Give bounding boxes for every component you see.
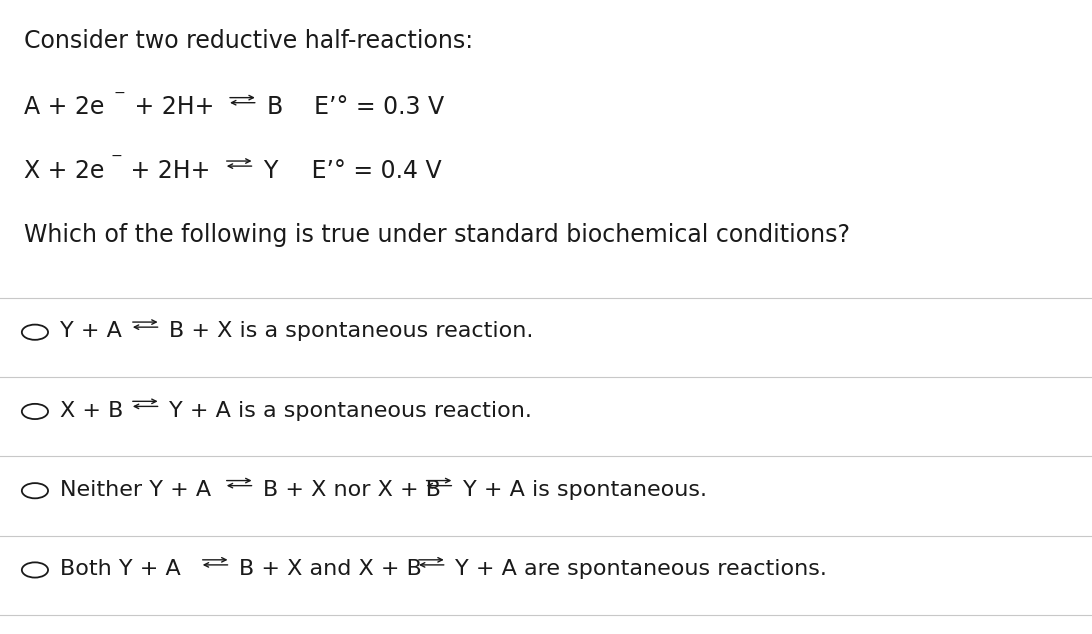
Text: Neither Y + A: Neither Y + A xyxy=(60,480,211,500)
Text: B + X and X + B: B + X and X + B xyxy=(239,559,422,579)
Text: Which of the following is true under standard biochemical conditions?: Which of the following is true under sta… xyxy=(24,223,850,247)
Text: + 2H+: + 2H+ xyxy=(127,95,214,119)
Text: E’° = 0.4 V: E’° = 0.4 V xyxy=(289,158,442,183)
Text: −: − xyxy=(114,86,126,100)
Text: B + X is a spontaneous reaction.: B + X is a spontaneous reaction. xyxy=(169,321,534,341)
Text: −: − xyxy=(110,149,122,163)
Text: E’° = 0.3 V: E’° = 0.3 V xyxy=(299,95,444,119)
Text: Y + A: Y + A xyxy=(60,321,122,341)
Text: B: B xyxy=(266,95,283,119)
Text: A + 2e: A + 2e xyxy=(24,95,105,119)
Text: Y + A is spontaneous.: Y + A is spontaneous. xyxy=(463,480,707,500)
Text: Y + A is a spontaneous reaction.: Y + A is a spontaneous reaction. xyxy=(169,401,532,420)
Text: Consider two reductive half-reactions:: Consider two reductive half-reactions: xyxy=(24,29,473,53)
Text: Y: Y xyxy=(263,158,277,183)
Text: + 2H+: + 2H+ xyxy=(123,158,211,183)
Text: B + X nor X + B: B + X nor X + B xyxy=(263,480,441,500)
Text: X + B: X + B xyxy=(60,401,123,420)
Text: X + 2e: X + 2e xyxy=(24,158,105,183)
Text: Y + A are spontaneous reactions.: Y + A are spontaneous reactions. xyxy=(455,559,828,579)
Text: Both Y + A: Both Y + A xyxy=(60,559,181,579)
